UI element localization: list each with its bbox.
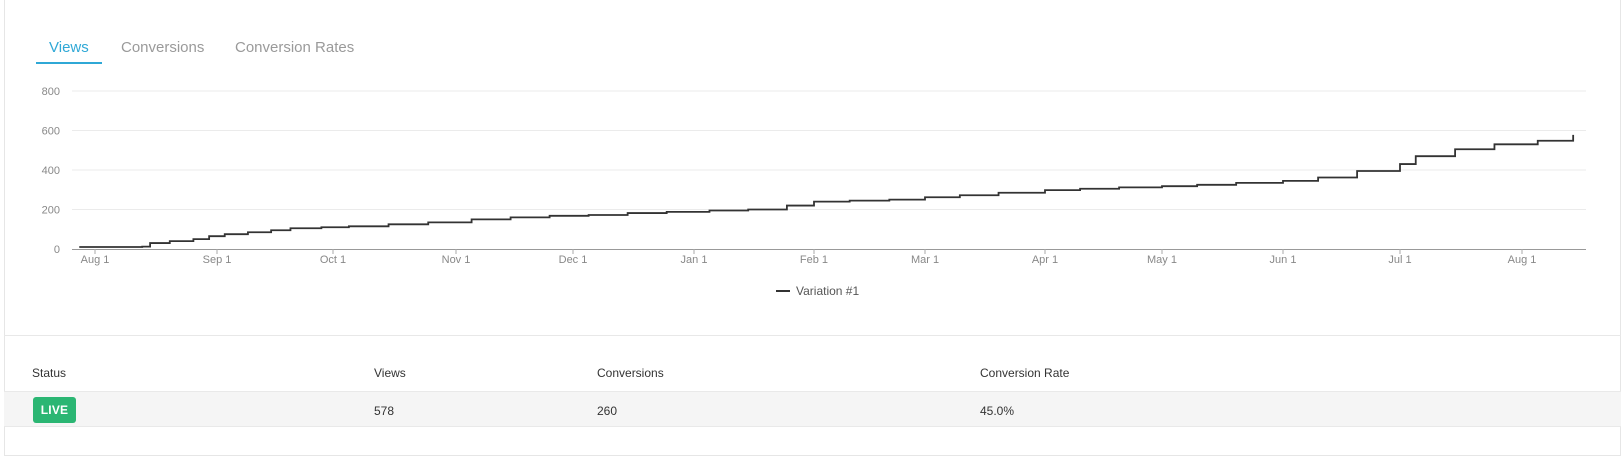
status-badge: LIVE xyxy=(33,397,76,423)
cell-conversion-rate: 45.0% xyxy=(980,404,1015,418)
x-tick-label-4: Dec 1 xyxy=(559,254,588,266)
cell-conversions: 260 xyxy=(597,404,618,418)
experiment-panel xyxy=(4,0,1621,456)
x-tick-label-1: Sep 1 xyxy=(203,254,232,266)
tab-conversion-rates[interactable]: Conversion Rates xyxy=(235,39,355,56)
header-status: Status xyxy=(32,366,67,380)
x-tick-label-0: Aug 1 xyxy=(81,254,110,266)
series-line-variation-1 xyxy=(79,134,1575,248)
header-conversion-rate: Conversion Rate xyxy=(980,366,1070,380)
active-tab-indicator xyxy=(36,62,102,64)
y-tick-label-200: 200 xyxy=(42,205,60,217)
x-tick-label-9: May 1 xyxy=(1147,254,1177,266)
chart-legend[interactable]: Variation #1 xyxy=(776,283,859,299)
tab-conversions[interactable]: Conversions xyxy=(121,39,205,56)
x-tick-label-6: Feb 1 xyxy=(800,254,828,266)
views-chart: 0 200 400 600 800 Aug 1 Sep 1 Oct 1 Nov 1 Dec 1 Ja… xyxy=(42,86,1586,266)
table-row xyxy=(4,391,1621,427)
x-tick-label-2: Oct 1 xyxy=(320,254,346,266)
y-tick-label-400: 400 xyxy=(42,165,60,177)
x-tick-label-3: Nov 1 xyxy=(442,254,471,266)
x-tick-label-11: Jul 1 xyxy=(1388,254,1411,266)
legend-line-icon xyxy=(776,290,790,292)
header-views: Views xyxy=(374,366,406,380)
cell-views: 578 xyxy=(374,404,395,418)
x-tick-label-10: Jun 1 xyxy=(1270,254,1297,266)
x-tick-label-12: Aug 1 xyxy=(1508,254,1537,266)
legend-label-variation-1: Variation #1 xyxy=(796,284,860,298)
x-tick-label-8: Apr 1 xyxy=(1032,254,1058,266)
x-tick-label-5: Jan 1 xyxy=(681,254,708,266)
header-conversions: Conversions xyxy=(597,366,664,380)
tab-views[interactable]: Views xyxy=(49,39,89,56)
x-tick-label-7: Mar 1 xyxy=(911,254,939,266)
y-tick-label-600: 600 xyxy=(42,126,60,138)
y-tick-label-800: 800 xyxy=(42,86,60,98)
y-tick-label-0: 0 xyxy=(54,244,60,256)
section-divider xyxy=(4,335,1621,336)
